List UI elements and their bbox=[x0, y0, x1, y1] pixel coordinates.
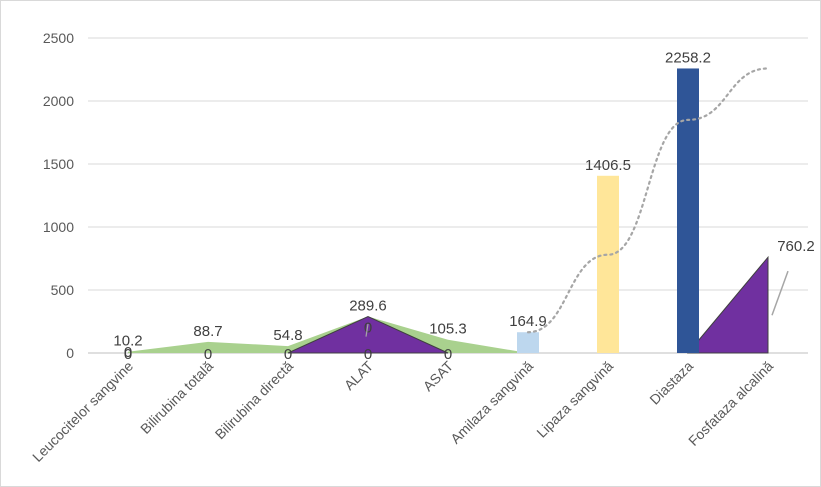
bar bbox=[517, 332, 539, 353]
x-category-label: Bilirubina directă bbox=[212, 358, 297, 443]
data-label: 0 bbox=[364, 320, 372, 337]
x-category-label: Amilaza sangvină bbox=[447, 358, 536, 447]
data-label: 88.7 bbox=[193, 323, 222, 340]
leader-line bbox=[365, 323, 369, 337]
x-category-label: Diastaza bbox=[646, 358, 696, 408]
y-tick-label: 0 bbox=[66, 345, 74, 361]
data-label: 105.3 bbox=[429, 321, 467, 338]
data-label: 289.6 bbox=[349, 298, 387, 315]
data-label: 0 bbox=[124, 344, 132, 361]
data-label: 0 bbox=[204, 346, 212, 363]
area-purple bbox=[686, 255, 769, 354]
bar-series bbox=[517, 68, 699, 353]
data-label: 0 bbox=[124, 346, 132, 363]
data-labels: 10.2 88.7 54.8 289.6 105.3 0 0 0 0 0 164.9 1406.5 22… bbox=[113, 49, 814, 363]
trend-line bbox=[526, 67, 770, 334]
data-label: 164.9 bbox=[509, 313, 547, 330]
x-category-label: Leucocitelor sangvine bbox=[29, 358, 136, 465]
area-purple bbox=[287, 315, 449, 354]
y-tick-label: 2500 bbox=[43, 30, 74, 46]
line-series bbox=[526, 67, 770, 334]
x-category-label: Lipaza sangvină bbox=[533, 358, 616, 441]
data-label: 0 bbox=[364, 346, 372, 363]
bar bbox=[597, 175, 619, 353]
y-tick-label: 500 bbox=[51, 282, 75, 298]
x-category-label: Fosfataza alcalină bbox=[685, 358, 776, 449]
data-label: 0 bbox=[284, 346, 292, 363]
data-label: 760.2 bbox=[777, 238, 815, 255]
x-category-label: ASAT bbox=[420, 357, 457, 394]
data-label: 1406.5 bbox=[585, 157, 631, 174]
x-axis: Leucocitelor sangvine Bilirubina totalăBi… bbox=[29, 357, 776, 464]
gridlines bbox=[88, 37, 808, 354]
y-tick-label: 1000 bbox=[43, 219, 74, 235]
x-category-label: Bilirubina totală bbox=[137, 358, 216, 437]
data-label: 0 bbox=[444, 346, 452, 363]
area-series bbox=[128, 255, 769, 354]
y-tick-label: 1500 bbox=[43, 156, 74, 172]
data-label: 2258.2 bbox=[665, 49, 711, 66]
y-tick-label: 2000 bbox=[43, 93, 74, 109]
bar bbox=[677, 68, 699, 353]
y-axis: 0 500 1000 1500 2000 2500 bbox=[43, 30, 74, 361]
leader-line bbox=[771, 270, 789, 316]
data-label: 10.2 bbox=[113, 333, 142, 350]
data-label: 54.8 bbox=[273, 327, 302, 344]
